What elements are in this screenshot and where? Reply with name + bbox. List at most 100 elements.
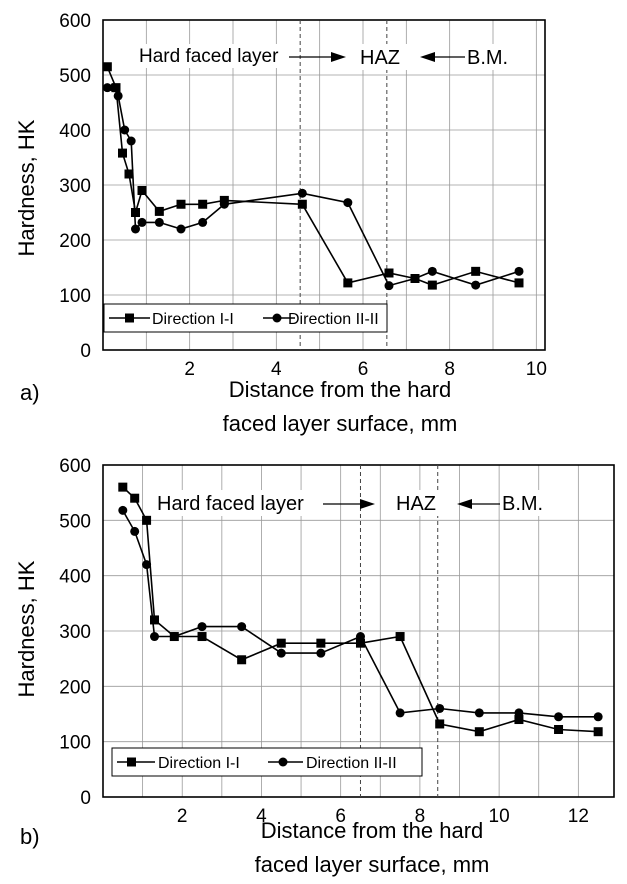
chart-b-series-1-point-15 <box>593 712 603 722</box>
chart-b-series-1-point-10 <box>395 708 405 718</box>
chart-a-series-0-line <box>106 66 520 286</box>
chart-b-series <box>118 482 603 737</box>
chart-b-series-0-point-9 <box>355 638 365 648</box>
chart-b-series-0-point-11 <box>435 719 445 729</box>
chart-b-arrow-left-icon <box>457 499 472 509</box>
chart-b-region-haz: HAZ <box>396 493 436 515</box>
chart-b-series-0-point-0 <box>118 482 128 492</box>
chart-a-series-1-point-12 <box>343 198 353 208</box>
chart-b-xtick-5: 12 <box>568 806 589 827</box>
chart-b-ytick-3: 300 <box>59 622 91 643</box>
chart-b-region-hard-faced: Hard faced layer <box>157 493 304 515</box>
chart-a-series-1-point-16 <box>471 280 481 290</box>
chart-a-ytick-5: 500 <box>59 66 91 87</box>
chart-a-series-1-point-5 <box>131 224 140 234</box>
chart-a-xtick-2: 6 <box>358 359 369 380</box>
chart-b-series-0-point-12 <box>474 727 484 737</box>
chart-b-bm-bg <box>500 490 554 516</box>
chart-a-series-0-point-3 <box>124 169 134 179</box>
chart-a-frame <box>102 19 546 351</box>
chart-b-ytick-2: 200 <box>59 677 91 698</box>
chart-b-series-1-point-11 <box>435 703 445 713</box>
chart-a-series-0-point-11 <box>343 278 353 288</box>
chart-b-series-0-line <box>122 486 599 733</box>
chart-b-legend-label-2: Direction II-II <box>306 755 397 772</box>
chart-b-ytick-5: 500 <box>59 511 91 532</box>
chart-a-ytick-1: 100 <box>59 286 91 307</box>
chart-a-series-1-point-8 <box>176 224 186 234</box>
chart-b-ytick-0: 0 <box>80 788 91 809</box>
chart-b-legend-marker-1 <box>127 757 136 767</box>
chart-a-ytick-0: 0 <box>80 341 91 362</box>
chart-b-series-0-point-7 <box>276 638 286 648</box>
chart-b-series-0-point-3 <box>149 615 159 625</box>
chart-b-series-0-point-2 <box>142 515 152 525</box>
chart-b-series-0-point-1 <box>130 493 140 503</box>
chart-b: 0 100 200 300 400 500 600 2 4 6 8 10 12 Hardness, H… <box>14 456 615 877</box>
chart-a-series-0-point-16 <box>514 278 524 288</box>
chart-a-ytick-2: 200 <box>59 231 91 252</box>
chart-b-series-1-line <box>122 510 599 718</box>
chart-b-legend-box <box>111 747 423 777</box>
chart-a-ytick-6: 600 <box>59 11 91 32</box>
chart-a-xtick-1: 4 <box>271 359 282 380</box>
chart-b-ytick-6: 600 <box>59 456 91 477</box>
chart-a-yticks: 0 100 200 300 400 500 600 <box>59 11 91 362</box>
chart-b-arrow-right-icon <box>360 499 375 509</box>
chart-b-series-0-point-14 <box>554 724 564 734</box>
chart-a-ylabel: Hardness, HK <box>14 119 39 256</box>
chart-b-ytick-4: 400 <box>59 567 91 588</box>
chart-b-series-1-point-13 <box>514 708 524 718</box>
chart-b-legend-label-1: Direction I-I <box>158 755 240 772</box>
chart-b-series-1-point-6 <box>237 622 247 632</box>
chart-b-xtick-0: 2 <box>177 806 188 827</box>
chart-a-series <box>102 62 524 291</box>
chart-a-legend-marker-1 <box>125 313 134 323</box>
chart-a-series-1-point-9 <box>198 217 208 227</box>
chart-a-series-1-point-11 <box>297 188 307 198</box>
chart-a-region-hard-faced: Hard faced layer <box>139 46 279 67</box>
chart-b-series-1-point-3 <box>149 632 159 642</box>
chart-b-series-0-point-6 <box>237 655 247 665</box>
chart-a-series-1-point-15 <box>427 266 437 276</box>
chart-a-xtick-3: 8 <box>444 359 455 380</box>
chart-a-xlabel-line1: Distance from the hard <box>229 377 452 402</box>
chart-b-haz-bg <box>393 490 443 516</box>
chart-b-region-label-bg <box>154 490 322 516</box>
chart-b-series-1-point-1 <box>130 526 140 536</box>
chart-b-series-1-point-5 <box>197 622 207 632</box>
chart-b-series-1-point-2 <box>142 560 152 570</box>
chart-a-series-1-point-2 <box>113 91 123 101</box>
chart-b-series-0-point-10 <box>395 632 405 642</box>
chart-a-series-0-point-7 <box>176 199 186 209</box>
chart-b-frame <box>102 464 615 798</box>
chart-b-yticks: 0 100 200 300 400 500 600 <box>59 456 91 809</box>
chart-b-xlabel-line2: faced layer surface, mm <box>255 852 490 877</box>
chart-b-series-1-point-14 <box>554 712 564 722</box>
chart-a-bm-bg <box>465 44 517 70</box>
chart-a-arrow-right-icon <box>331 52 346 62</box>
chart-b-series-1-point-8 <box>316 648 326 658</box>
chart-b-ytick-1: 100 <box>59 733 91 754</box>
chart-a-xticks: 2 4 6 8 10 <box>184 359 547 380</box>
chart-b-xtick-4: 10 <box>489 806 510 827</box>
chart-a-xlabel-line2: faced layer surface, mm <box>223 411 458 436</box>
chart-b-ylabel: Hardness, HK <box>14 560 39 697</box>
chart-a-series-0-point-6 <box>154 206 164 216</box>
chart-a-series-0-point-14 <box>427 280 437 290</box>
chart-a-series-0-point-15 <box>471 266 481 276</box>
chart-a-ytick-4: 400 <box>59 121 91 142</box>
chart-a-series-0-point-8 <box>198 199 208 209</box>
chart-b-series-1-point-0 <box>118 505 128 515</box>
chart-a-xtick-0: 2 <box>184 359 195 380</box>
chart-a-series-1-point-1 <box>109 83 119 93</box>
chart-a-series-0-point-10 <box>297 199 307 209</box>
chart-a-series-0-point-12 <box>384 268 394 278</box>
chart-b-xlabel-line1: Distance from the hard <box>261 818 484 843</box>
chart-b-series-0-point-5 <box>197 632 207 642</box>
chart-a-legend-label-2: Direction II-II <box>288 311 379 328</box>
chart-b-series-1-point-12 <box>474 708 484 718</box>
chart-a-haz-bg <box>357 44 407 70</box>
